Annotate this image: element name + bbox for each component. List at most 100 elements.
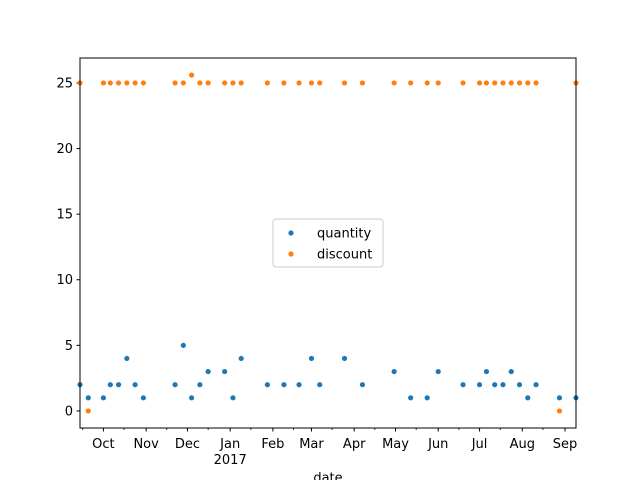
- legend-marker-discount: [288, 251, 294, 257]
- discount-point: [100, 80, 107, 86]
- quantity-point: [172, 382, 178, 388]
- discount-point: [408, 80, 414, 86]
- discount-point: [205, 80, 211, 86]
- quantity-point: [391, 368, 397, 375]
- discount-point: [476, 80, 483, 86]
- quantity-point: [222, 368, 228, 375]
- discount-point: [533, 80, 539, 86]
- y-tick-label: 20: [56, 142, 73, 157]
- quantity-point: [435, 368, 441, 375]
- discount-point: [189, 72, 195, 78]
- quantity-point: [85, 395, 91, 401]
- x-tick-label: Sep: [553, 437, 578, 452]
- y-tick-label: 0: [65, 404, 73, 419]
- quantity-point: [424, 395, 430, 401]
- x-tick-label: Oct: [92, 437, 114, 452]
- x-tick-label: Feb: [261, 437, 284, 452]
- discount-point: [483, 80, 490, 86]
- quantity-point: [556, 395, 563, 401]
- discount-point: [281, 80, 287, 86]
- discount-point: [516, 80, 523, 86]
- y-tick-label: 25: [56, 76, 73, 91]
- quantity-point: [460, 382, 466, 388]
- discount-point: [180, 80, 186, 86]
- axes-frame: [79, 57, 577, 429]
- legend-box: [272, 218, 384, 268]
- discount-point: [492, 80, 498, 86]
- discount-point: [424, 80, 430, 86]
- discount-point: [124, 80, 130, 86]
- series-discount: [77, 72, 579, 414]
- legend: quantity discount: [272, 218, 384, 268]
- x-tick-label: Apr: [343, 437, 366, 452]
- series-quantity: [77, 342, 579, 401]
- x-tick-sublabel: 2017: [214, 453, 247, 468]
- discount-point: [296, 80, 302, 86]
- quantity-point: [533, 382, 539, 388]
- quantity-point: [492, 382, 498, 388]
- discount-point: [222, 80, 228, 86]
- quantity-point: [238, 355, 244, 362]
- quantity-point: [132, 382, 138, 388]
- quantity-point: [264, 382, 270, 388]
- discount-point: [238, 80, 244, 86]
- quantity-point: [115, 382, 122, 388]
- discount-point: [264, 80, 270, 86]
- y-tick-label: 15: [56, 208, 73, 223]
- quantity-point: [525, 395, 531, 401]
- x-tick-label: May: [382, 437, 409, 452]
- quantity-point: [483, 368, 490, 375]
- quantity-point: [180, 342, 186, 348]
- quantity-point: [197, 382, 203, 388]
- quantity-point: [189, 395, 195, 401]
- quantity-point: [408, 395, 414, 401]
- y-axis-ticks: 0 5 10 15 20 25: [56, 76, 80, 419]
- discount-point: [500, 80, 506, 86]
- quantity-point: [124, 355, 130, 362]
- plot-area: [77, 72, 579, 414]
- quantity-point: [508, 368, 514, 375]
- x-tick-label: Nov: [133, 437, 159, 452]
- quantity-point: [500, 382, 506, 388]
- quantity-point: [205, 368, 211, 375]
- discount-point: [85, 408, 91, 414]
- quantity-point: [476, 382, 483, 388]
- discount-point: [132, 80, 138, 86]
- discount-point: [508, 80, 514, 86]
- x-tick-label: Jun: [427, 437, 448, 452]
- discount-point: [172, 80, 178, 86]
- quantity-point: [296, 382, 302, 388]
- legend-label-discount: discount: [317, 248, 372, 263]
- discount-point: [359, 80, 366, 86]
- discount-point: [556, 408, 563, 414]
- discount-point: [317, 80, 323, 86]
- discount-point: [391, 80, 397, 86]
- quantity-point: [516, 382, 523, 388]
- discount-point: [308, 80, 315, 86]
- discount-point: [525, 80, 531, 86]
- quantity-point: [230, 395, 236, 401]
- quantity-point: [281, 382, 287, 388]
- quantity-point: [341, 355, 348, 362]
- discount-point: [460, 80, 466, 86]
- discount-point: [230, 80, 236, 86]
- discount-point: [115, 80, 122, 86]
- quantity-point: [308, 355, 315, 362]
- x-tick-label: Jul: [471, 437, 488, 452]
- legend-marker-quantity: [288, 230, 294, 236]
- discount-point: [140, 80, 146, 86]
- quantity-point: [317, 382, 323, 388]
- y-tick-label: 5: [65, 339, 73, 354]
- discount-point: [435, 80, 441, 86]
- quantity-point: [359, 382, 366, 388]
- y-tick-label: 10: [56, 273, 73, 288]
- discount-point: [197, 80, 203, 86]
- x-tick-label: Jan: [219, 437, 240, 452]
- x-tick-label: Aug: [510, 437, 535, 452]
- quantity-point: [140, 395, 146, 401]
- x-tick-label: Dec: [175, 437, 200, 452]
- discount-point: [107, 80, 113, 86]
